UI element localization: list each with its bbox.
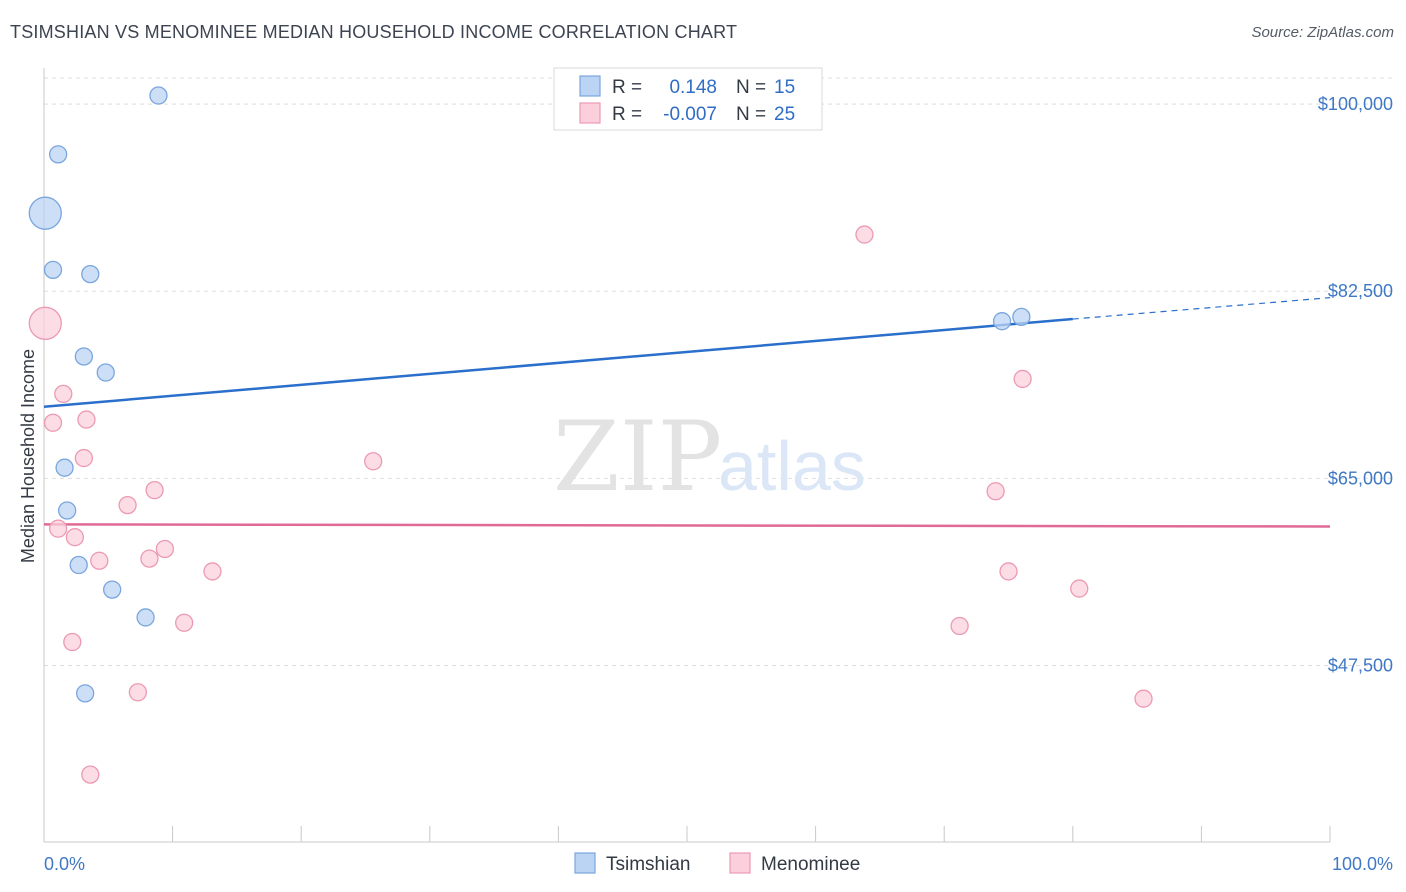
- point-tsimshian: [136, 608, 155, 627]
- legend-n-label-2: N =: [736, 104, 766, 125]
- trend-line-menominee: [43, 523, 1331, 528]
- y-tick-label: $47,500: [1328, 656, 1393, 676]
- x-tick-labels: 0.0% 100.0%: [44, 854, 1393, 874]
- point-menominee: [855, 225, 874, 244]
- watermark-atlas: atlas: [718, 427, 866, 505]
- x-tick-label: 0.0%: [44, 854, 85, 874]
- point-menominee: [364, 452, 383, 471]
- point-menominee: [128, 683, 148, 702]
- y-tick-label: $65,000: [1328, 468, 1393, 488]
- series-legend-swatch-tsimshian: [574, 852, 596, 874]
- y-tick-labels: $47,500 $65,000 $82,500 $100,000: [1318, 94, 1393, 675]
- point-menominee: [950, 616, 969, 636]
- point-menominee: [999, 562, 1018, 581]
- point-menominee: [77, 410, 96, 429]
- legend-swatch-tsimshian: [579, 75, 601, 97]
- legend-n-value-1: 15: [774, 77, 795, 98]
- data-points: [28, 86, 1153, 784]
- point-menominee: [81, 765, 100, 784]
- trend-line-tsimshian-extension: [1072, 297, 1331, 320]
- series-legend: Tsimshian Menominee: [574, 852, 860, 875]
- point-menominee: [986, 482, 1005, 501]
- legend-swatch-menominee: [579, 102, 601, 124]
- source-label: Source: ZipAtlas.com: [1251, 24, 1394, 41]
- y-axis-title: Median Household Income: [18, 349, 38, 563]
- grid-lines: [44, 77, 1394, 667]
- point-menominee: [48, 519, 68, 538]
- point-tsimshian: [57, 501, 77, 520]
- point-tsimshian: [1012, 307, 1031, 327]
- watermark-zip: ZIP: [553, 401, 722, 513]
- point-menominee: [54, 384, 73, 404]
- point-menominee: [74, 448, 94, 468]
- point-menominee: [175, 613, 194, 632]
- point-menominee: [90, 551, 109, 570]
- point-tsimshian: [43, 260, 63, 279]
- legend-n-label-1: N =: [736, 77, 766, 98]
- point-tsimshian: [992, 312, 1012, 331]
- point-tsimshian: [48, 145, 68, 164]
- point-menominee: [63, 632, 82, 652]
- legend-r-label-2: R =: [612, 104, 642, 125]
- point-menominee: [155, 539, 175, 559]
- trend-lines: [43, 297, 1331, 528]
- series-legend-tsimshian: Tsimshian: [606, 854, 690, 875]
- point-menominee: [1134, 689, 1153, 708]
- point-tsimshian: [55, 458, 74, 477]
- point-menominee: [203, 562, 222, 581]
- point-tsimshian: [76, 684, 95, 703]
- point-menominee: [1070, 579, 1089, 598]
- point-tsimshian: [74, 347, 94, 366]
- legend-r-value-1: 0.148: [669, 77, 717, 98]
- trend-line-tsimshian: [43, 317, 1073, 408]
- legend-r-value-2: -0.007: [663, 104, 717, 125]
- point-menominee: [140, 549, 159, 568]
- point-menominee: [28, 306, 62, 340]
- point-menominee: [145, 481, 164, 500]
- point-menominee: [1013, 369, 1032, 389]
- x-tick-label: 100.0%: [1332, 854, 1393, 874]
- y-tick-label: $100,000: [1318, 94, 1393, 114]
- point-menominee: [43, 413, 63, 432]
- point-tsimshian: [96, 363, 115, 382]
- point-tsimshian: [28, 196, 62, 230]
- chart-title: TSIMSHIAN VS MENOMINEE MEDIAN HOUSEHOLD …: [10, 22, 738, 42]
- point-tsimshian: [81, 264, 100, 284]
- point-tsimshian: [103, 580, 122, 599]
- point-tsimshian: [69, 555, 88, 575]
- watermark: ZIP atlas: [553, 401, 866, 513]
- y-tick-label: $82,500: [1328, 281, 1393, 301]
- correlation-legend: R = 0.148 N = 15 R = -0.007 N = 25: [553, 67, 823, 131]
- legend-n-value-2: 25: [774, 104, 795, 125]
- series-legend-menominee: Menominee: [761, 854, 860, 875]
- legend-r-label-1: R =: [612, 77, 642, 98]
- point-tsimshian: [149, 86, 168, 105]
- series-legend-swatch-menominee: [729, 852, 751, 874]
- point-menominee: [65, 528, 85, 547]
- point-menominee: [118, 495, 137, 515]
